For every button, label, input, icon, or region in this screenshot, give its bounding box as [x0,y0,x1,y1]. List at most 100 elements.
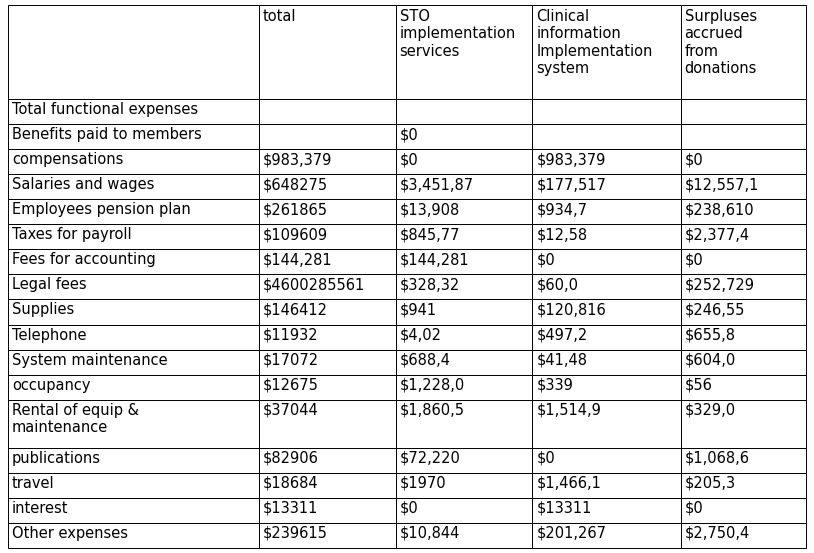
Bar [8,300,259,325]
Text: $2,377,4: $2,377,4 [685,227,750,242]
Bar [396,199,532,225]
Bar [8,174,259,199]
Bar [8,325,259,349]
Text: $246,55: $246,55 [685,302,745,317]
Bar [259,225,396,249]
Bar [532,149,681,174]
Text: Total functional expenses: Total functional expenses [12,102,198,117]
Bar [259,5,396,99]
Bar [681,349,806,375]
Text: $238,610: $238,610 [685,202,755,217]
Text: $201,267: $201,267 [536,526,606,541]
Bar [259,400,396,448]
Bar [681,375,806,400]
Text: $17072: $17072 [263,353,319,368]
Text: $0: $0 [536,252,555,267]
Bar [259,274,396,300]
Text: $41,48: $41,48 [536,353,588,368]
Text: $941: $941 [400,302,437,317]
Bar [681,225,806,249]
Bar [8,349,259,375]
Bar [532,199,681,225]
Text: $82906: $82906 [263,451,318,466]
Bar [532,325,681,349]
Bar [532,473,681,498]
Bar [8,523,259,548]
Bar [259,473,396,498]
Text: $845,77: $845,77 [400,227,460,242]
Bar [396,274,532,300]
Text: Other expenses: Other expenses [12,526,128,541]
Text: Legal fees: Legal fees [12,278,86,293]
Text: $205,3: $205,3 [685,476,736,491]
Text: $1,228,0: $1,228,0 [400,378,465,393]
Text: compensations: compensations [12,152,124,167]
Text: $13311: $13311 [536,501,592,516]
Bar [396,448,532,473]
Text: $109609: $109609 [263,227,328,242]
Text: travel: travel [12,476,55,491]
Text: total: total [263,9,296,24]
Bar [396,349,532,375]
Bar [396,99,532,124]
Bar [681,473,806,498]
Bar [8,249,259,274]
Text: $239615: $239615 [263,526,328,541]
Bar [8,448,259,473]
Text: $1,466,1: $1,466,1 [536,476,602,491]
Bar [396,149,532,174]
Bar [8,225,259,249]
Text: STO
implementation
services: STO implementation services [400,9,516,59]
Bar [532,274,681,300]
Bar [532,523,681,548]
Text: Fees for accounting: Fees for accounting [12,252,155,267]
Bar [681,149,806,174]
Bar [532,349,681,375]
Bar [532,225,681,249]
Text: Taxes for payroll: Taxes for payroll [12,227,132,242]
Text: $0: $0 [400,127,418,142]
Bar [259,325,396,349]
Text: Surpluses
accrued
from
donations: Surpluses accrued from donations [685,9,757,76]
Bar [8,498,259,523]
Text: $13,908: $13,908 [400,202,460,217]
Text: $983,379: $983,379 [263,152,332,167]
Bar [532,498,681,523]
Text: $4600285561: $4600285561 [263,278,365,293]
Bar [681,448,806,473]
Text: $12,557,1: $12,557,1 [685,177,759,192]
Bar [259,249,396,274]
Bar [259,300,396,325]
Bar [396,375,532,400]
Text: $177,517: $177,517 [536,177,606,192]
Text: $13311: $13311 [263,501,318,516]
Bar [681,523,806,548]
Text: $0: $0 [685,252,703,267]
Bar [396,174,532,199]
Text: $0: $0 [685,501,703,516]
Bar [396,225,532,249]
Text: $1,860,5: $1,860,5 [400,403,465,418]
Bar [8,375,259,400]
Text: Salaries and wages: Salaries and wages [12,177,155,192]
Bar [259,498,396,523]
Text: Clinical
information
Implementation
system: Clinical information Implementation syst… [536,9,653,76]
Bar [8,99,259,124]
Text: $1,068,6: $1,068,6 [685,451,750,466]
Bar [259,174,396,199]
Bar [259,448,396,473]
Bar [532,448,681,473]
Text: Rental of equip &
maintenance: Rental of equip & maintenance [12,403,139,435]
Text: System maintenance: System maintenance [12,353,168,368]
Text: $329,0: $329,0 [685,403,736,418]
Bar [396,473,532,498]
Text: $0: $0 [536,451,555,466]
Text: $11932: $11932 [263,327,318,342]
Text: $144,281: $144,281 [263,252,332,267]
Bar [259,349,396,375]
Text: $328,32: $328,32 [400,278,460,293]
Bar [396,5,532,99]
Bar [259,199,396,225]
Text: $144,281: $144,281 [400,252,469,267]
Bar [259,523,396,548]
